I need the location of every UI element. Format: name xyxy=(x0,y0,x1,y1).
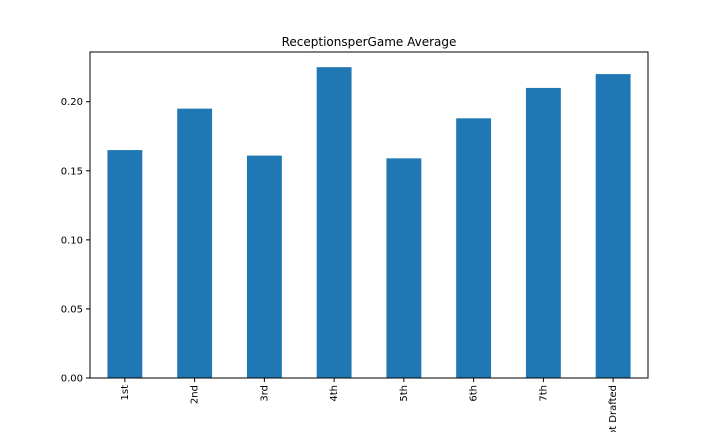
bar-5 xyxy=(386,158,422,378)
x-tick-label: 7th xyxy=(538,385,549,402)
x-tick-label: 6th xyxy=(469,385,480,402)
x-axis: 1st 2nd 3rd 4th 5th 6th 7th Not Drafted xyxy=(120,378,619,437)
y-tick-label: 0.05 xyxy=(61,304,83,315)
y-tick-label: 0.00 xyxy=(61,374,83,385)
y-axis: 0.00 0.05 0.10 0.15 0.20 xyxy=(61,97,90,385)
chart-title: ReceptionsperGame Average xyxy=(282,35,457,49)
y-tick-label: 0.15 xyxy=(61,166,83,177)
bar-6 xyxy=(456,118,492,378)
plot-frame xyxy=(89,51,649,379)
bar-2 xyxy=(177,108,213,378)
x-tick-label: 1st xyxy=(120,385,131,401)
x-tick-label: 2nd xyxy=(190,385,201,404)
bar-1 xyxy=(107,150,143,378)
x-tick-label: 4th xyxy=(329,385,340,402)
bar-7 xyxy=(525,87,561,379)
x-tick-label: 5th xyxy=(399,385,410,402)
x-tick-label: 3rd xyxy=(259,385,270,402)
bar-8 xyxy=(595,74,631,378)
x-tick-label: Not Drafted xyxy=(608,385,619,432)
bar-4 xyxy=(316,67,352,378)
bar-3 xyxy=(246,155,282,378)
bars-group xyxy=(107,67,631,379)
y-tick-label: 0.10 xyxy=(61,235,83,246)
y-tick-label: 0.20 xyxy=(61,97,83,108)
